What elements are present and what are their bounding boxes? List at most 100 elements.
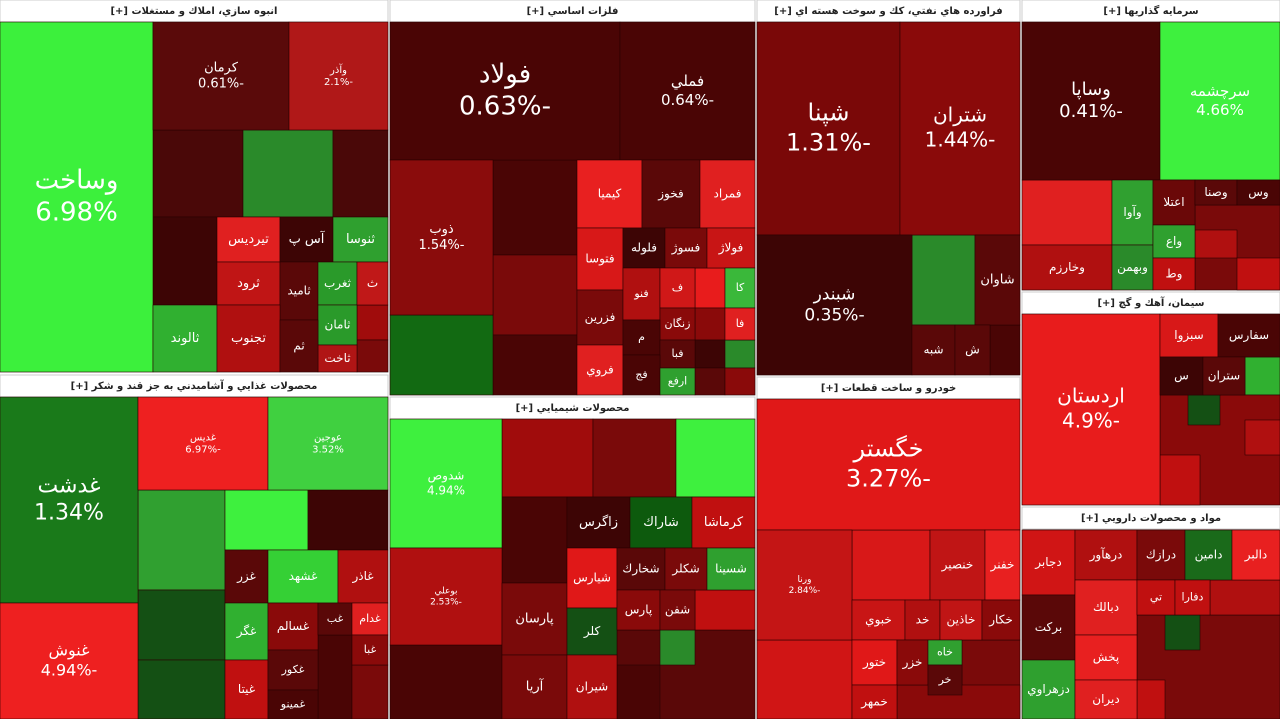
tile-label: وط	[1166, 267, 1183, 282]
sector-header	[1021, 506, 1280, 530]
tile-label: وساپا	[1071, 79, 1111, 100]
tile	[1074, 679, 1138, 719]
tile	[1021, 313, 1161, 506]
tile-label: غيتا	[238, 682, 255, 696]
tile	[224, 659, 269, 719]
tile	[622, 319, 661, 356]
tile-label: ثالوند	[171, 331, 200, 346]
tile-change: -1.54%	[418, 238, 464, 253]
tile	[1136, 579, 1176, 616]
tile-label: فروي	[586, 363, 614, 378]
tile-change: -0.63%	[459, 92, 551, 122]
tile	[356, 339, 389, 373]
tile-label: فنو	[633, 287, 648, 300]
tile-label: خاذين	[947, 613, 976, 628]
tile-label: درهآور	[1089, 547, 1123, 563]
tile	[152, 21, 290, 131]
tile	[659, 339, 696, 369]
tile-label: وآوا	[1123, 204, 1141, 220]
tile	[851, 684, 898, 719]
tile-change: -1.44%	[925, 127, 996, 151]
tile-label: فبا	[672, 347, 684, 360]
tile	[216, 261, 281, 306]
tile-label: ثنوسا	[346, 232, 375, 247]
tile-change: 4.66%	[1196, 101, 1244, 119]
tile	[989, 324, 1021, 376]
tile	[307, 489, 389, 551]
tile	[724, 367, 756, 396]
tile-label: شاراك	[643, 515, 678, 530]
tile-label: فولاژ	[718, 241, 744, 256]
tile-change: 1.34%	[34, 501, 104, 526]
tile-label: خنصير	[941, 558, 974, 573]
tile	[1159, 454, 1201, 506]
tile-label: دامين	[1195, 548, 1223, 563]
tile	[694, 307, 726, 341]
tile	[1074, 634, 1138, 681]
tile	[576, 289, 624, 346]
tile	[576, 344, 624, 396]
tile	[0, 396, 139, 604]
tile	[694, 267, 726, 309]
tile	[288, 21, 389, 131]
tile	[1152, 257, 1196, 291]
tile	[724, 339, 756, 369]
tile-label: كيميا	[598, 187, 622, 201]
tile	[389, 547, 503, 646]
tile-label: شبندر	[813, 284, 856, 304]
tile	[1136, 529, 1186, 581]
tile-label: غزر	[236, 569, 256, 584]
tile	[1021, 244, 1113, 291]
tile	[694, 367, 726, 396]
tile-label: فملي	[671, 72, 704, 91]
tile	[619, 21, 756, 161]
tile-label: ث	[367, 276, 378, 290]
tile-label: كرماشا	[704, 515, 744, 530]
tile	[694, 589, 756, 631]
tile	[706, 227, 756, 269]
tile	[1074, 579, 1138, 636]
tile	[1111, 244, 1154, 291]
sector-title: مواد و محصولات دارويي [+]	[1081, 513, 1221, 524]
tile	[756, 21, 901, 236]
tile	[1231, 529, 1280, 581]
tile	[756, 529, 853, 641]
tile	[1111, 179, 1154, 246]
tile	[224, 489, 309, 551]
tile-label: شسينا	[715, 562, 747, 576]
tile	[641, 159, 701, 229]
tile	[616, 547, 666, 591]
tile-label: بوعلي	[434, 586, 457, 596]
tile	[756, 398, 1021, 531]
tile	[851, 599, 906, 641]
tile-label: فلوله	[631, 241, 657, 256]
tile	[927, 639, 963, 666]
tile-label: وس	[1248, 185, 1268, 200]
tile-label: خاه	[937, 646, 953, 659]
tile-label: سرچشمه	[1190, 82, 1250, 100]
tile-label: سبزوا	[1174, 328, 1203, 343]
tile	[616, 589, 661, 631]
tile	[756, 234, 913, 376]
tile	[929, 529, 986, 601]
tile-label: ارفع	[668, 375, 687, 388]
tile	[1152, 224, 1196, 259]
tile	[576, 159, 643, 229]
tile-label: ستران	[1208, 369, 1240, 384]
tile-label: غاذر	[351, 569, 373, 584]
tile-label: شكلر	[671, 562, 699, 577]
tile	[899, 21, 1021, 236]
tile-label: خر	[938, 673, 952, 686]
tile-label: دبالك	[1093, 600, 1119, 614]
tile-label: ديران	[1092, 692, 1119, 707]
tile-change: -4.94%	[41, 660, 98, 679]
tile-label: غگر	[236, 624, 257, 639]
tile-label: شخارك	[622, 562, 659, 577]
tile	[492, 159, 578, 256]
tile-label: شيران	[576, 680, 608, 695]
tile-label: واع	[1166, 234, 1182, 249]
tile-label: كلر	[583, 624, 601, 639]
tile-label: غديس	[190, 432, 216, 443]
tile-change: 6.98%	[35, 198, 118, 228]
tile	[1244, 419, 1280, 456]
